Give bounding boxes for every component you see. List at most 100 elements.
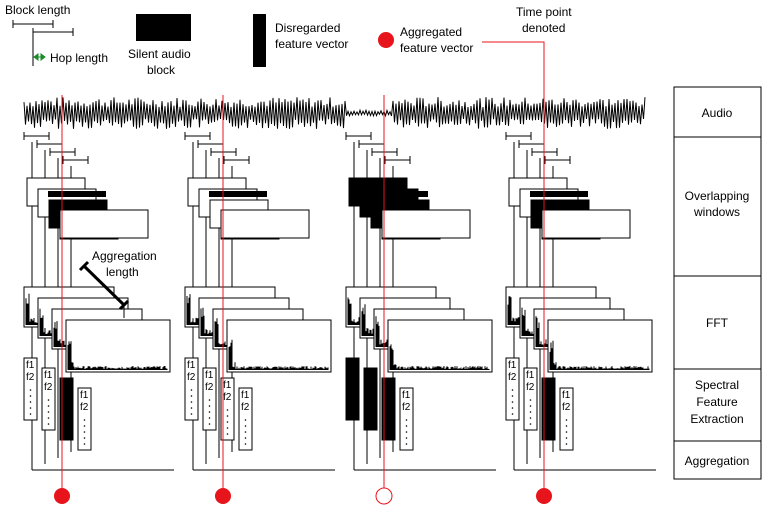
aggregation-length-annotation: Aggregation length: [78, 249, 157, 318]
feature-label-f1: f1: [241, 390, 250, 401]
feature-dot: [565, 431, 568, 433]
feature-label-f2: f2: [223, 392, 232, 403]
feature-label-f2: f2: [241, 402, 250, 413]
stage-audio-label: Audio: [702, 106, 733, 120]
feature-vector: [202, 367, 217, 431]
feature-dot: [83, 443, 86, 445]
legend-block-length-label: Block length: [5, 3, 70, 17]
feature-dot: [511, 407, 514, 409]
timepoint-pointer-line: [482, 41, 545, 95]
overlapping-window: [59, 209, 149, 239]
legend-silent-line1: Silent audio: [128, 47, 191, 61]
window-bracket: [23, 132, 50, 140]
window-silent-strip: [209, 191, 267, 197]
feature-dot: [405, 437, 408, 439]
legend-silent-line2: block: [147, 63, 176, 77]
stage-feature-label-line3: Extraction: [690, 412, 743, 426]
stage-feature-label-line1: Spectral: [695, 378, 739, 392]
feature-label-f2: f2: [80, 402, 89, 413]
feature-vector: [41, 367, 56, 431]
feature-vector: [399, 387, 414, 451]
feature-dot: [565, 437, 568, 439]
feature-dot: [226, 433, 229, 435]
feature-label-f2: f2: [526, 382, 535, 393]
feature-dot: [47, 411, 50, 413]
disregarded-feature-vector: [363, 367, 378, 431]
window-bracket: [518, 140, 545, 148]
feature-dot: [244, 431, 247, 433]
feature-dot: [405, 425, 408, 427]
window-bracket: [197, 140, 224, 148]
feature-dot: [29, 395, 32, 397]
feature-dot: [405, 431, 408, 433]
feature-vector: [184, 357, 199, 421]
disregarded-feature-vector: [59, 377, 74, 441]
stage-windows-label-line1: Overlapping: [685, 189, 750, 203]
feature-dot: [244, 425, 247, 427]
disregarded-feature-vector: [541, 377, 556, 441]
window-bracket: [62, 156, 89, 164]
feature-label-f1: f1: [223, 380, 232, 391]
feature-dot: [208, 423, 211, 425]
window-bracket: [36, 140, 63, 148]
legend-disregarded-line2: feature vector: [275, 37, 348, 51]
feature-label-f2: f2: [562, 402, 571, 413]
window-bracket: [184, 132, 211, 140]
feature-vector: [23, 357, 38, 421]
feature-dot: [511, 389, 514, 391]
feature-dot: [29, 401, 32, 403]
feature-label-f1: f1: [80, 390, 89, 401]
feature-dot: [208, 411, 211, 413]
feature-vector: [238, 387, 253, 451]
feature-label-f2: f2: [26, 372, 35, 383]
feature-vector: [220, 377, 235, 441]
feature-dot: [529, 399, 532, 401]
feature-dot: [47, 423, 50, 425]
feature-dot: [29, 407, 32, 409]
window-bracket: [223, 156, 250, 164]
window-silent-strip: [370, 191, 428, 197]
feature-label-f2: f2: [187, 372, 196, 383]
empty-aggregation-marker: [375, 487, 393, 505]
feature-dot: [47, 417, 50, 419]
fft-spectrum: [389, 344, 490, 370]
feature-dot: [83, 425, 86, 427]
feature-dot: [511, 395, 514, 397]
feature-dot: [190, 413, 193, 415]
aggregated-feature-marker: [54, 488, 70, 504]
feature-vector: [505, 357, 520, 421]
legend-hop-length-label: Hop length: [50, 51, 108, 65]
stage-fft-label: FFT: [706, 316, 729, 330]
stage-aggregation-label: Aggregation: [685, 454, 750, 468]
feature-dot: [208, 399, 211, 401]
fft-panel: [387, 319, 493, 373]
feature-vector: [523, 367, 538, 431]
feature-dot: [529, 405, 532, 407]
stage-feature-label-line2: Feature: [696, 395, 738, 409]
feature-dot: [244, 437, 247, 439]
feature-dot: [226, 409, 229, 411]
legend: Block length Hop length Silent audio blo…: [5, 3, 572, 95]
feature-label-f2: f2: [205, 382, 214, 393]
feature-label-f2: f2: [508, 372, 517, 383]
aggregated-vector-icon: [378, 32, 394, 48]
feature-dot: [529, 417, 532, 419]
fft-spectrum: [228, 339, 329, 370]
aggregated-feature-marker: [536, 488, 552, 504]
feature-dot: [405, 419, 408, 421]
legend-timepoint-line2: denoted: [522, 21, 565, 35]
window-bracket: [358, 140, 385, 148]
overlapping-window: [381, 209, 471, 239]
feature-dot: [208, 405, 211, 407]
feature-dot: [190, 389, 193, 391]
feature-label-f1: f1: [562, 390, 571, 401]
feature-label-f1: f1: [44, 370, 53, 381]
feature-label-f2: f2: [44, 382, 53, 393]
feature-dot: [565, 419, 568, 421]
feature-dot: [565, 425, 568, 427]
window-bracket: [384, 156, 411, 164]
